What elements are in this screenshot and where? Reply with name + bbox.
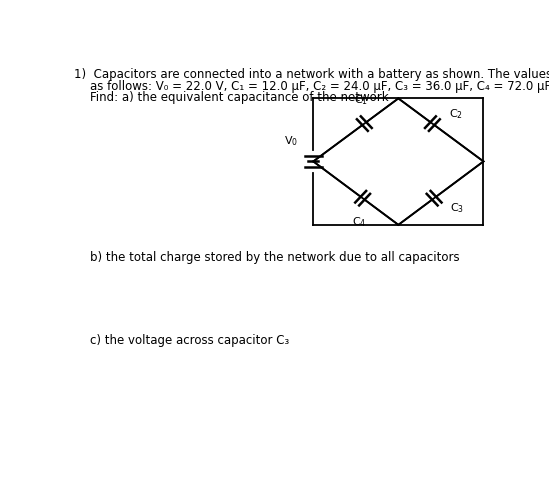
Text: Find: a) the equivalent capacitance of the network: Find: a) the equivalent capacitance of t…: [90, 91, 389, 104]
Text: C$_4$: C$_4$: [352, 215, 366, 229]
Text: as follows: V₀ = 22.0 V, C₁ = 12.0 μF, C₂ = 24.0 μF, C₃ = 36.0 μF, C₄ = 72.0 μF.: as follows: V₀ = 22.0 V, C₁ = 12.0 μF, C…: [90, 79, 549, 93]
Text: C$_2$: C$_2$: [449, 107, 463, 121]
Text: c) the voltage across capacitor C₃: c) the voltage across capacitor C₃: [90, 334, 289, 347]
Text: V$_0$: V$_0$: [284, 134, 298, 147]
Text: b) the total charge stored by the network due to all capacitors: b) the total charge stored by the networ…: [90, 251, 460, 264]
Text: C$_3$: C$_3$: [450, 201, 464, 215]
Text: C$_1$: C$_1$: [354, 93, 368, 107]
Text: 1)  Capacitors are connected into a network with a battery as shown. The values : 1) Capacitors are connected into a netwo…: [74, 68, 549, 81]
